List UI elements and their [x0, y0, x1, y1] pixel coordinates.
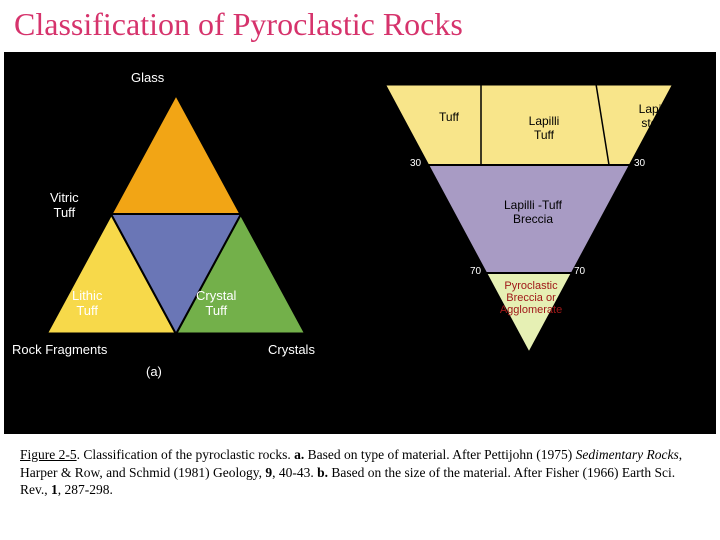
apex-crystals-label: Crystals: [268, 342, 315, 357]
tick-70-left: 70: [470, 266, 481, 277]
label-a: (a): [146, 364, 162, 379]
caption-intro: . Classification of the pyroclastic rock…: [77, 447, 294, 462]
figure-caption: Figure 2-5. Classification of the pyrocl…: [20, 446, 700, 499]
label-b: (b): [514, 390, 529, 404]
page-title: Classification of Pyroclastic Rocks: [0, 0, 720, 43]
diagram-panel: Glass Rock Fragments Crystals Vitric Tuf…: [4, 52, 716, 434]
caption-a-bold: a.: [294, 447, 304, 462]
caption-fignum: Figure 2-5: [20, 447, 77, 462]
caption-b-bold: b.: [317, 465, 328, 480]
region-lapillituffbreccia-label: Lapilli -Tuff Breccia: [478, 198, 588, 226]
caption-aitalic: Sedimentary Rocks: [576, 447, 679, 462]
apex-rockfragments-label: Rock Fragments: [12, 342, 107, 357]
region-lapillituff-label: Lapilli Tuff: [514, 114, 574, 142]
apex-ash-label: Ash (< 2 mm): [374, 62, 684, 76]
caption-atext: Based on type of material. After Pettijo…: [304, 447, 575, 462]
tick-30-right: 30: [634, 158, 645, 169]
apex-glass-label: Glass: [131, 70, 164, 85]
triangle-a: Glass Rock Fragments Crystals Vitric Tuf…: [26, 74, 326, 384]
region-vitric-label: Vitric Tuff: [50, 190, 79, 220]
apex-blocks-label: Blocks and Bombs (> 64 mm): [454, 356, 604, 384]
region-lithic-label: Lithic Tuff: [72, 288, 102, 318]
tick-30-left: 30: [410, 158, 421, 169]
ternary-a-svg: [26, 74, 326, 384]
region-lapillistone-label: Lapilli- stone: [632, 102, 680, 130]
caption-atext3: , 40-43.: [272, 465, 317, 480]
caption-btext2: , 287-298.: [58, 482, 113, 497]
region-tuff-label: Tuff: [419, 110, 479, 124]
tick-70-right: 70: [574, 266, 585, 277]
region-crystal-label: Crystal Tuff: [196, 288, 236, 318]
region-pyrobreccia-label: Pyroclastic Breccia or Agglomerate: [488, 280, 574, 316]
caption-v1: 1: [51, 482, 58, 497]
triangle-b: Ash (< 2 mm) Tuff Lapilli Tuff Lapilli- …: [374, 74, 684, 404]
